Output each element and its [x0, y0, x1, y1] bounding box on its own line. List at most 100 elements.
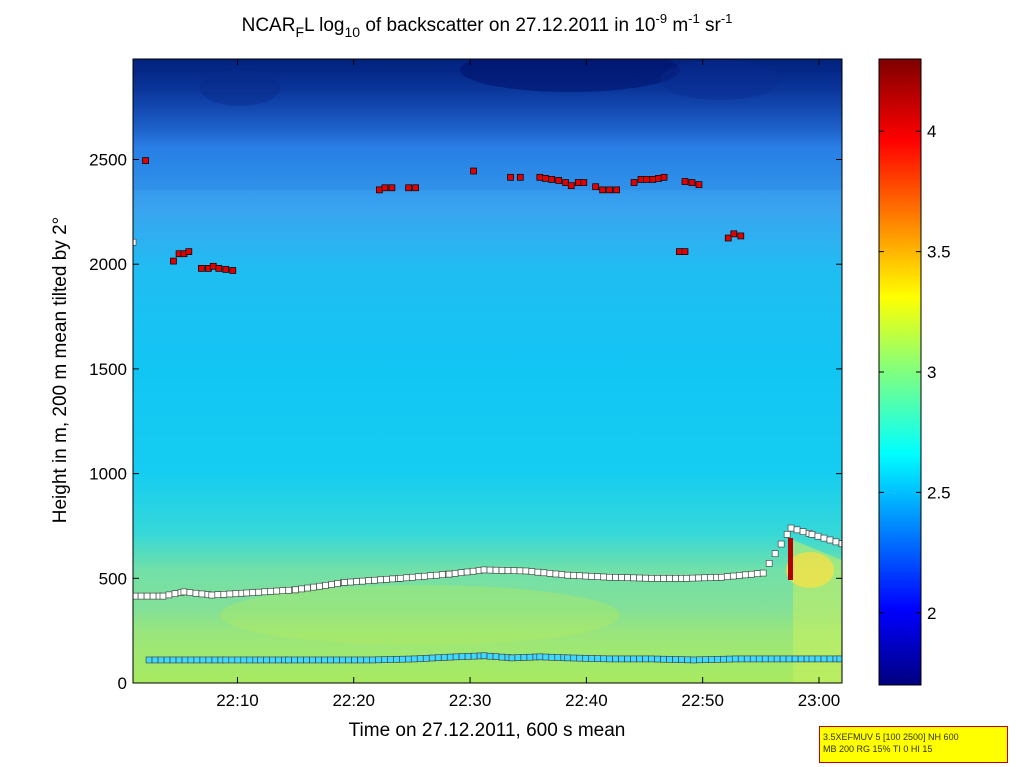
surface-layer-marker-33 — [339, 656, 346, 664]
mixing-layer-marker-96 — [672, 575, 679, 582]
surface-layer-marker-60 — [498, 653, 506, 661]
cloud-base-marker-39 — [681, 178, 689, 185]
surface-layer-marker-87 — [654, 655, 661, 663]
mixing-layer-marker-59 — [451, 570, 459, 577]
mixing-layer-marker-117 — [793, 526, 801, 534]
surface-layer-marker-84 — [636, 655, 643, 663]
surface-layer-marker-107 — [773, 655, 781, 663]
cloud-base-marker-23 — [562, 179, 570, 186]
surface-layer-marker-30 — [321, 656, 328, 664]
mixing-layer-marker-109 — [747, 570, 755, 578]
settings-info-box: 3.5XEFMUV 5 [100 2500] NH 600 MB 200 RG … — [819, 726, 1008, 763]
mixing-layer-marker-76 — [552, 570, 560, 578]
surface-layer-marker-108 — [779, 655, 787, 663]
cloud-base-marker-5 — [198, 265, 205, 272]
surface-layer-marker-15 — [234, 656, 242, 664]
colorbar-tick-label-0: 2 — [927, 604, 936, 623]
surface-layer-marker-6 — [181, 656, 189, 664]
mixing-layer-marker-120 — [808, 531, 816, 538]
cloud-base-marker-12 — [381, 184, 389, 192]
surface-layer-marker-106 — [767, 655, 775, 663]
surface-layer-marker-67 — [536, 653, 544, 661]
mixing-layer-marker-112 — [765, 560, 773, 567]
cloud-base-marker-25 — [574, 179, 582, 186]
colorbar-ticks: 2 2.5 3 3.5 4 — [879, 122, 951, 623]
mixing-layer-marker-85 — [606, 573, 613, 581]
cloud-base-marker-36 — [660, 173, 668, 181]
cloud-base-marker-8 — [215, 265, 223, 272]
surface-layer-marker-92 — [684, 656, 691, 664]
cloud-base-marker-14 — [405, 184, 412, 192]
surface-layer-marker-41 — [387, 656, 394, 663]
mixing-layer-marker-37 — [334, 580, 341, 587]
mixing-layer-marker-42 — [359, 577, 366, 585]
mixing-layer-marker-65 — [486, 566, 494, 574]
mixing-layer-marker-90 — [636, 574, 643, 582]
cloud-base-marker-41 — [695, 181, 703, 188]
info-line-2: MB 200 RG 15% TI 0 HI 15 — [823, 744, 933, 754]
mixing-layer-marker-105 — [723, 573, 731, 580]
cloud-base-marker-9 — [222, 266, 230, 273]
x-tick-label-1: 22:20 — [332, 691, 375, 710]
y-axis-label: Height in m, 200 m mean tilted by 2° — [50, 217, 71, 523]
cloud-base-marker-20 — [542, 175, 549, 182]
surface-layer-marker-14 — [228, 656, 236, 664]
mixing-layer-marker-13 — [198, 590, 206, 598]
mixing-layer-marker-83 — [594, 573, 602, 580]
surface-layer-marker-51 — [446, 653, 454, 661]
surface-layer-marker-88 — [660, 655, 667, 663]
surface-layer-marker-79 — [606, 655, 613, 663]
surface-layer-marker-111 — [797, 655, 805, 663]
mixing-layer-marker-123 — [826, 536, 834, 544]
surface-layer-marker-63 — [514, 654, 522, 661]
cloud-base-marker-4 — [185, 248, 193, 255]
mixing-layer-marker-23 — [255, 588, 263, 596]
mixing-layer-marker-43 — [365, 577, 372, 584]
mixing-layer-marker-32 — [304, 584, 311, 592]
mixing-layer-marker-104 — [717, 573, 725, 581]
cloud-base-marker-1 — [170, 257, 177, 265]
surface-layer-marker-1 — [151, 656, 159, 664]
mixing-layer-marker-6 — [159, 592, 167, 600]
surface-layer-marker-58 — [486, 652, 494, 660]
mixing-layer-marker-31 — [298, 585, 305, 593]
surface-layer-marker-19 — [257, 656, 265, 664]
y-tick-label-1: 500 — [99, 569, 127, 588]
mixing-layer-marker-61 — [463, 568, 471, 576]
surface-layer-marker-10 — [205, 656, 213, 664]
surface-layer-marker-17 — [246, 656, 254, 664]
surface-layer-marker-103 — [749, 655, 757, 663]
cloud-base-marker-18 — [516, 173, 524, 181]
cloud-base-marker-10 — [229, 267, 237, 274]
x-tick-label-4: 22:50 — [681, 691, 724, 710]
cloud-base-marker-0 — [142, 157, 149, 164]
surface-layer-marker-62 — [508, 654, 516, 662]
chart-title: NCARFL log10 of backscatter on 27.12.201… — [242, 11, 733, 40]
cloud-base-marker-21 — [548, 176, 556, 183]
surface-layer-marker-20 — [263, 656, 271, 664]
mixing-layer-marker-72 — [528, 568, 536, 575]
cloud-base-marker-44 — [737, 232, 745, 240]
mixing-layer-marker-18 — [226, 590, 234, 598]
surface-layer-marker-73 — [570, 654, 578, 662]
mixing-layer-marker-124 — [832, 538, 840, 546]
mixing-layer-marker-12 — [192, 589, 200, 597]
surface-layer-marker-118 — [836, 655, 842, 663]
mixing-layer-marker-98 — [683, 575, 690, 582]
mixing-layer-marker-101 — [701, 574, 708, 582]
mixing-layer-marker-92 — [648, 575, 655, 582]
surface-layer-marker-94 — [696, 656, 703, 664]
mixing-layer-marker-88 — [624, 574, 631, 582]
cloud-base-marker-24 — [567, 182, 575, 190]
mixing-layer-marker-73 — [534, 568, 542, 576]
surface-layer-marker-98 — [720, 655, 727, 663]
info-line-1: 3.5XEFMUV 5 [100 2500] NH 600 — [823, 732, 959, 742]
mixing-layer-marker-58 — [445, 570, 453, 578]
mixing-layer-marker-40 — [347, 578, 354, 586]
x-tick-label-3: 22:40 — [565, 691, 608, 710]
surface-layer-marker-68 — [542, 653, 550, 661]
cloud-base-marker-27 — [592, 183, 600, 191]
x-tick-label-5: 23:00 — [798, 691, 841, 710]
surface-layer-marker-39 — [375, 656, 382, 664]
